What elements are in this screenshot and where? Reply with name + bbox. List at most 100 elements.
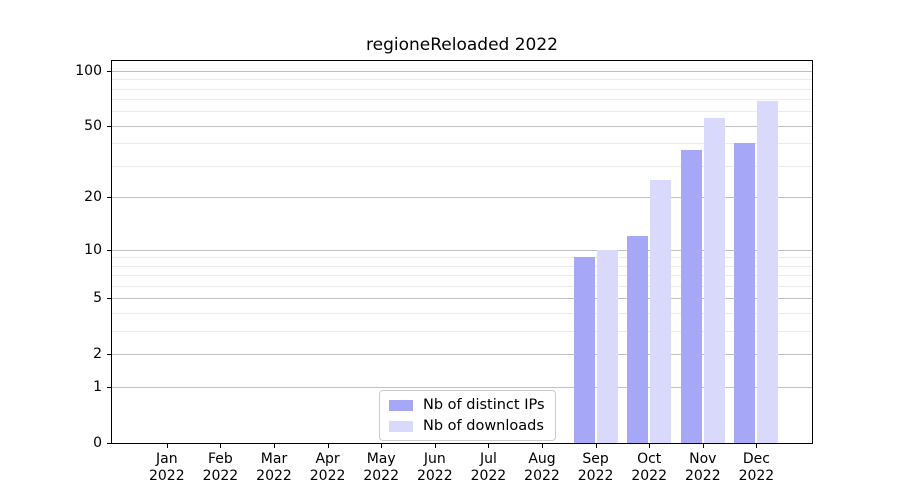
x-tick-month: Jul — [479, 451, 497, 467]
x-tick-mark — [381, 443, 382, 448]
y-tick-mark — [107, 197, 112, 198]
gridline-minor — [112, 143, 812, 145]
gridline-minor — [112, 99, 812, 101]
gridline-major — [112, 197, 812, 199]
x-tick-year: 2022 — [309, 468, 346, 484]
x-tick-year: 2022 — [577, 468, 614, 484]
y-tick-label: 100 — [75, 62, 102, 79]
x-tick-year: 2022 — [738, 468, 775, 484]
x-tick-month: Feb — [207, 451, 233, 467]
gridline-major — [112, 387, 812, 389]
y-tick-label: 0 — [93, 435, 102, 451]
chart-title: regioneReloaded 2022 — [366, 35, 558, 55]
gridline-minor — [112, 111, 812, 113]
y-tick-mark — [107, 298, 112, 299]
x-tick-year: 2022 — [470, 468, 507, 484]
gridline-major — [112, 70, 812, 72]
legend: Nb of distinct IPs Nb of downloads — [379, 390, 556, 441]
bar-distinct-ips-dec — [734, 143, 756, 443]
x-tick-label: May 2022 — [349, 451, 413, 485]
x-tick-year: 2022 — [256, 468, 292, 484]
x-tick-mark — [703, 443, 704, 448]
x-tick-label: Feb 2022 — [188, 451, 252, 485]
x-tick-year: 2022 — [631, 468, 667, 484]
x-tick-label: Dec 2022 — [724, 451, 788, 485]
bar-distinct-ips-nov — [680, 149, 702, 443]
x-tick-label: Oct 2022 — [617, 451, 681, 485]
x-tick-mark — [167, 443, 168, 448]
x-tick-mark — [542, 443, 543, 448]
x-tick-label: Apr 2022 — [296, 451, 360, 485]
y-tick-label: 10 — [84, 241, 102, 258]
x-tick-month: Jun — [423, 451, 446, 467]
y-tick-mark — [107, 71, 112, 72]
x-tick-year: 2022 — [684, 468, 721, 484]
bar-distinct-ips-oct — [627, 236, 649, 443]
gridline-minor — [112, 88, 812, 90]
legend-item-distinct-ips: Nb of distinct IPs — [389, 397, 545, 413]
x-tick-mark — [756, 443, 757, 448]
x-tick-year: 2022 — [202, 468, 239, 484]
gridline-minor — [112, 79, 812, 81]
gridline-minor — [112, 313, 812, 315]
gridline-minor — [112, 166, 812, 168]
legend-swatch-distinct-ips — [389, 399, 413, 411]
x-tick-month: Sep — [582, 451, 609, 467]
x-tick-label: Sep 2022 — [564, 451, 628, 485]
x-tick-month: Dec — [742, 451, 770, 467]
x-tick-month: Aug — [528, 451, 556, 467]
bar-downloads-oct — [650, 180, 672, 443]
y-tick-mark — [107, 354, 112, 355]
x-tick-month: Apr — [315, 451, 340, 467]
y-tick-mark — [107, 443, 112, 444]
bar-downloads-nov — [703, 118, 725, 443]
y-tick-label: 5 — [93, 290, 102, 307]
x-tick-year: 2022 — [416, 468, 453, 484]
gridline-major — [112, 298, 812, 300]
bar-distinct-ips-sep — [573, 257, 595, 443]
y-tick-label: 20 — [84, 189, 102, 206]
x-tick-month: Nov — [689, 451, 717, 467]
x-tick-label: Jun 2022 — [403, 451, 467, 485]
gridline-minor — [112, 275, 812, 277]
x-tick-month: May — [366, 451, 396, 467]
legend-label-downloads: Nb of downloads — [423, 418, 544, 434]
gridline-major — [112, 354, 812, 356]
bar-downloads-dec — [757, 101, 779, 443]
y-tick-mark — [107, 250, 112, 251]
x-tick-label: Mar 2022 — [242, 451, 306, 485]
y-tick-label: 50 — [84, 117, 102, 134]
x-tick-mark — [596, 443, 597, 448]
x-tick-label: Aug 2022 — [510, 451, 574, 485]
gridline-major — [112, 125, 812, 127]
x-tick-label: Jul 2022 — [456, 451, 520, 485]
legend-item-downloads: Nb of downloads — [389, 418, 545, 434]
legend-label-distinct-ips: Nb of distinct IPs — [423, 397, 545, 413]
y-tick-mark — [107, 126, 112, 127]
legend-swatch-downloads — [389, 420, 413, 432]
x-tick-mark — [328, 443, 329, 448]
y-tick-label: 2 — [93, 346, 102, 363]
gridline-minor — [112, 257, 812, 259]
x-tick-year: 2022 — [524, 468, 560, 484]
x-tick-label: Nov 2022 — [671, 451, 735, 485]
x-tick-year: 2022 — [148, 468, 185, 484]
x-tick-month: Mar — [260, 451, 288, 467]
x-tick-month: Jan — [156, 451, 178, 467]
gridline-minor — [112, 286, 812, 288]
bar-downloads-sep — [596, 249, 618, 443]
x-tick-year: 2022 — [363, 468, 399, 484]
gridline-major — [112, 249, 812, 251]
x-tick-mark — [274, 443, 275, 448]
gridline-minor — [112, 331, 812, 333]
y-tick-mark — [107, 387, 112, 388]
plot-area: Nb of distinct IPs Nb of downloads — [111, 60, 813, 444]
x-tick-mark — [649, 443, 650, 448]
x-tick-mark — [220, 443, 221, 448]
x-tick-label: Jan 2022 — [135, 451, 199, 485]
y-tick-label: 1 — [93, 379, 102, 396]
x-tick-month: Oct — [637, 451, 662, 467]
gridline-minor — [112, 265, 812, 267]
x-tick-mark — [435, 443, 436, 448]
